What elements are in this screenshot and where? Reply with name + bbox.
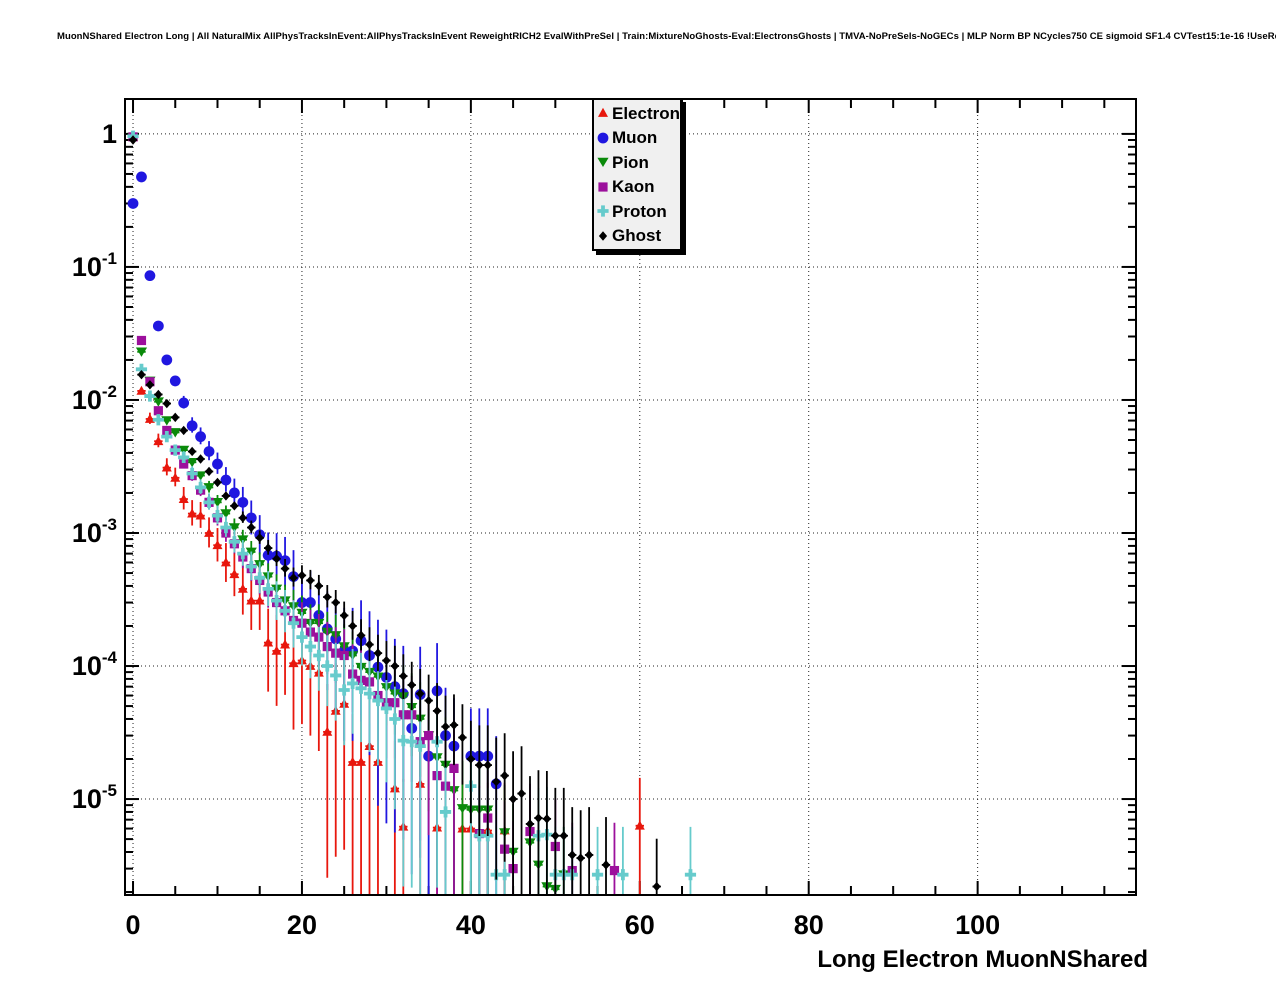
- legend-item-label: Kaon: [612, 177, 655, 197]
- x-tick-labels: 0 20 40 60 80 100: [126, 910, 1001, 940]
- x-tick-label: 20: [287, 910, 317, 940]
- x-tick-label: 40: [456, 910, 486, 940]
- legend-item-label: Proton: [612, 201, 667, 221]
- triangle-up-marker-icon: [598, 108, 608, 118]
- circle-marker-icon: [597, 132, 609, 144]
- x-axis-title: Long Electron MuonNShared: [817, 946, 1148, 973]
- x-tick-label: 60: [625, 910, 655, 940]
- plot-title: MuonNShared Electron Long | All NaturalM…: [57, 31, 1276, 42]
- legend-item-electron: Electron: [596, 101, 680, 125]
- triangle-down-marker-icon: [597, 157, 609, 168]
- y-tick-labels: 1 10-1 10-2 10-3 10-4 10-5: [72, 119, 118, 814]
- series-ghost: [128, 135, 661, 895]
- cross-marker-icon: [597, 205, 609, 217]
- legend-item-muon: Muon: [596, 126, 680, 150]
- legend-item-label: Electron: [612, 103, 681, 123]
- legend-item-kaon: Kaon: [596, 175, 680, 199]
- y-tick-label: 10-5: [72, 781, 117, 814]
- legend-item-proton: Proton: [596, 199, 680, 223]
- x-tick-label: 80: [794, 910, 824, 940]
- x-tick-label: 0: [126, 910, 141, 940]
- y-tick-label: 10-2: [72, 382, 117, 415]
- legend-box: Electron Muon Pion Kaon Proton Ghost: [592, 98, 682, 251]
- legend-item-pion: Pion: [596, 150, 680, 174]
- legend-item-ghost: Ghost: [596, 224, 680, 248]
- y-tick-label: 10-3: [72, 515, 117, 548]
- y-tick-label: 1: [102, 119, 117, 149]
- square-marker-icon: [598, 182, 608, 192]
- legend-item-label: Pion: [612, 152, 649, 172]
- diamond-marker-icon: [598, 231, 608, 241]
- x-tick-label: 100: [955, 910, 1000, 940]
- y-tick-label: 10-1: [72, 249, 117, 282]
- y-tick-label: 10-4: [72, 648, 118, 681]
- legend-item-label: Muon: [612, 128, 658, 148]
- legend-item-label: Ghost: [612, 226, 662, 246]
